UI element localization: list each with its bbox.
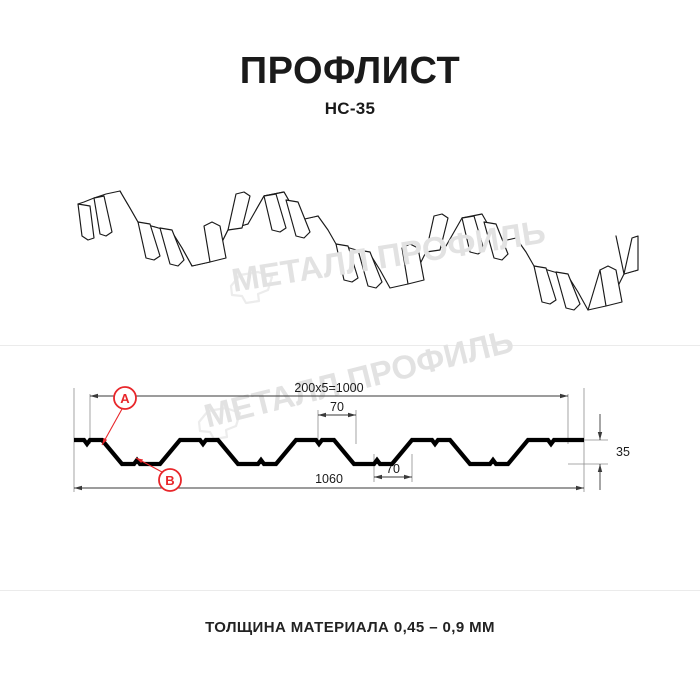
marker-a: A [101,386,137,446]
profile-outline [74,437,584,467]
isometric-illustration [60,170,640,320]
cross-section-svg: 200x5=1000 70 70 35 1060 A [73,381,630,492]
cross-section-drawing: 200x5=1000 70 70 35 1060 A [60,370,640,520]
marker-b-label: B [165,473,174,488]
material-thickness-note: ТОЛЩИНА МАТЕРИАЛА 0,45 – 0,9 ММ [205,619,495,636]
page-title: ПРОФЛИСТ [239,50,461,92]
section-divider-bottom [0,590,700,591]
dimension-label-overall: 1060 [315,472,343,486]
dimension-label-top: 200x5=1000 [294,381,363,395]
dimension-label-height: 35 [616,445,630,459]
marker-b: B [135,457,182,492]
dimension-label-pitch-upper: 70 [330,400,344,414]
isometric-sheet-svg [77,190,639,311]
profile-model-label: НС-35 [324,99,376,118]
section-divider-top [0,345,700,346]
marker-a-label: A [120,391,130,406]
